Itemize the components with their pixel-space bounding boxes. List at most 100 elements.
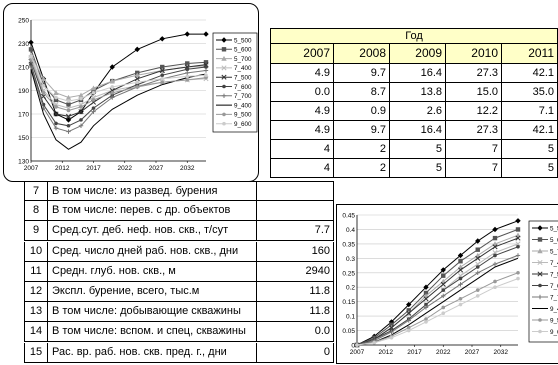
- year-cell: 2010: [446, 44, 502, 64]
- series-line-9_600: [356, 278, 519, 346]
- top-value-cell: 7: [446, 159, 502, 178]
- row-label: Средн. глуб. нов. скв., м: [48, 261, 257, 282]
- data-point: [493, 279, 497, 284]
- data-point: [389, 322, 394, 327]
- series-line-5_600: [356, 228, 519, 346]
- data-point: [53, 111, 59, 117]
- legend-label: 7_700: [550, 294, 558, 301]
- row-label: В том числе: добывающие скважины: [48, 302, 257, 323]
- top-value-cell: 4.9: [270, 121, 334, 140]
- top-value-cell: 5: [390, 159, 446, 178]
- series-line-7_700: [356, 254, 519, 346]
- data-point: [458, 259, 463, 264]
- data-point: [185, 61, 190, 66]
- row-value: 11.8: [257, 302, 334, 323]
- data-point: [65, 113, 72, 119]
- series-line-5_500: [356, 220, 519, 346]
- legend-marker: [221, 55, 227, 61]
- y-tick-label: 170: [18, 112, 29, 119]
- top-value-cell: 0.9: [334, 102, 390, 121]
- data-point: [388, 325, 395, 331]
- data-point: [160, 64, 165, 70]
- legend-marker: [222, 121, 226, 126]
- data-point: [492, 226, 498, 233]
- legend-label: 5_700: [234, 56, 252, 63]
- legend-label: 5_700: [550, 248, 558, 255]
- top-value-cell: 2: [334, 159, 390, 178]
- y-tick-label: 210: [18, 65, 29, 72]
- row-value: 0: [257, 342, 334, 363]
- top-value-cell: 4: [270, 159, 334, 178]
- row-number: 15: [24, 342, 48, 363]
- data-point: [515, 241, 521, 247]
- y-tick-label: 0: [351, 343, 355, 350]
- legend-marker: [221, 74, 227, 80]
- data-point: [492, 235, 498, 241]
- data-point: [458, 276, 463, 281]
- year-cell: 2007: [270, 44, 334, 64]
- data-point: [134, 76, 140, 82]
- data-point: [66, 99, 71, 103]
- data-point: [424, 320, 428, 324]
- data-point: [134, 72, 140, 78]
- row-value: 0.0: [257, 322, 334, 343]
- top-value-cell: 7: [446, 140, 502, 159]
- data-point: [516, 276, 520, 281]
- top-value-cell: 42.1: [502, 121, 558, 140]
- top-value-cell: 8.7: [334, 83, 390, 102]
- top-value-cell: 2.6: [390, 102, 446, 121]
- top-value-cell: 27.3: [446, 64, 502, 83]
- row-label: Сред.сут. деб. неф. нов. скв., т/сут: [48, 221, 257, 242]
- legend-marker: [538, 318, 542, 322]
- row-number: 8: [24, 201, 48, 222]
- row-number: 12: [24, 282, 48, 302]
- data-point: [91, 98, 96, 102]
- row-label: Сред. число дней раб. нов. скв., дни: [48, 241, 257, 262]
- x-tick-label: 2032: [494, 349, 509, 356]
- data-point: [79, 96, 83, 101]
- data-point: [475, 255, 481, 261]
- y-tick-label: 0.3: [346, 256, 355, 263]
- legend-marker: [221, 47, 227, 52]
- top-value-cell: 2: [334, 140, 390, 159]
- legend-marker: [222, 84, 226, 89]
- year-cell: 2009: [390, 44, 446, 64]
- data-point: [160, 80, 165, 85]
- data-point: [406, 325, 411, 330]
- legend-marker: [221, 37, 227, 43]
- row-number: 9: [24, 221, 48, 242]
- row-value: [257, 201, 334, 222]
- data-point: [516, 270, 520, 275]
- legend-label: 7_400: [550, 260, 558, 267]
- data-point: [54, 95, 58, 100]
- top-value-cell: 9.7: [334, 64, 390, 83]
- data-point: [28, 39, 34, 46]
- x-tick-label: 2012: [379, 349, 394, 356]
- data-point: [516, 244, 520, 249]
- row-label: Экспл. бурение, всего, тыс.м: [48, 282, 257, 302]
- x-tick-label: 2022: [118, 165, 133, 172]
- data-point: [458, 302, 463, 307]
- top-value-cell: 4.9: [270, 102, 334, 121]
- y-tick-label: 230: [18, 41, 29, 48]
- data-point: [475, 294, 480, 298]
- row-number: 7: [24, 181, 48, 201]
- row-value: 7.7: [257, 221, 334, 242]
- legend-marker: [537, 248, 543, 254]
- y-tick-label: 250: [18, 18, 29, 25]
- data-point: [493, 253, 497, 258]
- data-point: [159, 67, 165, 74]
- chart-2: 0 0.05 0.1 0.15 0.2 0.25 0.3 0.35 0.4 0.45 2007 201…: [336, 204, 558, 364]
- data-point: [110, 91, 115, 95]
- data-point: [160, 73, 165, 78]
- data-point: [41, 84, 46, 88]
- top-value-cell: 16.4: [390, 64, 446, 83]
- data-point: [135, 80, 140, 85]
- data-point: [355, 343, 359, 347]
- top-value-cell: 5: [502, 159, 558, 178]
- data-point: [184, 31, 190, 37]
- legend-label: 7_400: [234, 65, 252, 72]
- legend-label: 7_500: [234, 75, 252, 82]
- row-value: 2940: [257, 261, 334, 282]
- data-point: [65, 117, 72, 123]
